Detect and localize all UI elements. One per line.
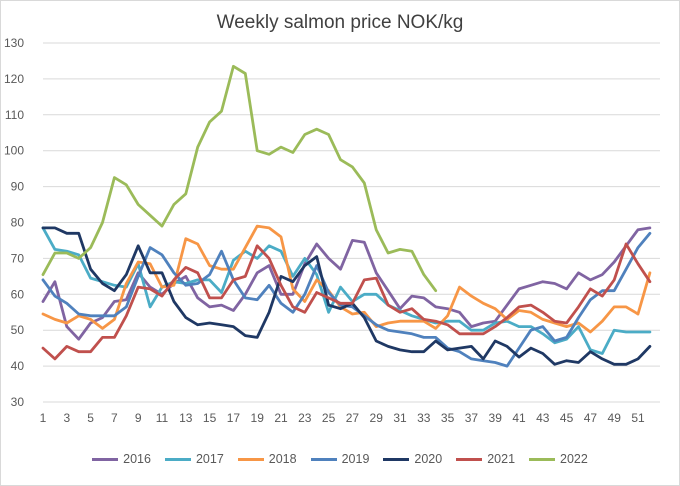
legend: 2016 2017 2018 2019 2020 2021 2022 <box>0 452 680 466</box>
series-lines <box>41 64 652 368</box>
y-axis-tick-labels: 30 40 50 60 70 80 90 100 110 120 130 <box>4 36 24 409</box>
y-tick-label: 90 <box>11 180 25 194</box>
legend-item-2020: 2020 <box>383 452 442 466</box>
x-tick-label: 1 <box>40 411 47 425</box>
x-tick-label: 29 <box>370 411 384 425</box>
x-tick-label: 17 <box>227 411 241 425</box>
x-tick-label: 31 <box>393 411 407 425</box>
x-tick-label: 39 <box>489 411 503 425</box>
series-line-2022 <box>41 64 438 293</box>
y-tick-label: 70 <box>11 251 25 265</box>
x-tick-label: 3 <box>63 411 70 425</box>
x-tick-label: 21 <box>274 411 288 425</box>
x-tick-label: 19 <box>251 411 265 425</box>
y-tick-label: 30 <box>11 395 25 409</box>
x-tick-label: 35 <box>441 411 455 425</box>
x-tick-label: 33 <box>417 411 431 425</box>
gridlines <box>43 42 660 403</box>
chart-title: Weekly salmon price NOK/kg <box>216 12 464 33</box>
x-tick-label: 5 <box>87 411 94 425</box>
series-line-2016 <box>41 226 652 341</box>
series-line-2020 <box>41 226 652 366</box>
series-line-2017 <box>41 226 652 355</box>
legend-swatch <box>456 457 483 461</box>
legend-label: 2016 <box>123 452 151 466</box>
y-tick-label: 130 <box>4 36 24 50</box>
x-tick-label: 41 <box>512 411 526 425</box>
x-tick-label: 51 <box>631 411 645 425</box>
legend-swatch <box>92 457 119 461</box>
legend-item-2018: 2018 <box>237 452 297 466</box>
legend-label: 2019 <box>341 452 370 466</box>
x-tick-label: 43 <box>536 411 550 425</box>
legend-swatch <box>237 457 264 461</box>
legend-swatch <box>529 457 556 461</box>
x-tick-label: 15 <box>203 411 217 425</box>
x-tick-label: 45 <box>560 411 574 425</box>
y-tick-label: 120 <box>4 72 24 86</box>
x-tick-label: 25 <box>322 411 336 425</box>
legend-label: 2017 <box>195 452 224 466</box>
legend-item-2017: 2017 <box>164 452 224 466</box>
x-axis-tick-labels: 1 3 5 7 9 11 13 15 17 19 21 23 25 27 29 31 33 35 37 39 41 43 4… <box>40 411 645 425</box>
y-tick-label: 40 <box>11 359 25 373</box>
legend-label: 2020 <box>414 452 443 466</box>
legend-label: 2018 <box>268 452 297 466</box>
x-tick-label: 9 <box>135 411 142 425</box>
legend-item-2019: 2019 <box>310 452 370 466</box>
x-tick-label: 7 <box>111 411 118 425</box>
y-tick-label: 110 <box>5 108 24 122</box>
legend-item-2021: 2021 <box>456 452 515 466</box>
legend-swatch <box>164 457 191 461</box>
y-tick-label: 50 <box>11 323 25 337</box>
y-tick-label: 80 <box>11 216 25 230</box>
x-tick-label: 13 <box>179 411 193 425</box>
x-tick-label: 23 <box>298 411 312 425</box>
series-line-2021 <box>41 242 652 361</box>
x-tick-label: 37 <box>465 411 479 425</box>
legend-item-2016: 2016 <box>92 452 151 466</box>
legend-item-2022: 2022 <box>529 452 588 466</box>
x-tick-label: 49 <box>608 411 622 425</box>
legend-swatch <box>383 457 410 461</box>
legend-label: 2021 <box>487 452 516 466</box>
legend-label: 2022 <box>560 452 588 466</box>
y-tick-label: 100 <box>4 144 24 158</box>
x-tick-label: 11 <box>156 411 169 425</box>
legend-swatch <box>310 457 337 461</box>
y-tick-label: 60 <box>11 287 25 301</box>
x-tick-label: 47 <box>584 411 598 425</box>
x-tick-label: 27 <box>346 411 360 425</box>
